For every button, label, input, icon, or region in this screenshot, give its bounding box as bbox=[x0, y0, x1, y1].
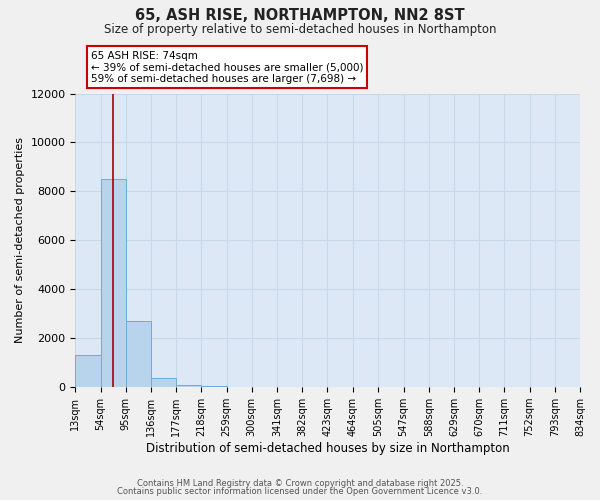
Text: Contains HM Land Registry data © Crown copyright and database right 2025.: Contains HM Land Registry data © Crown c… bbox=[137, 478, 463, 488]
Bar bbox=[101, 179, 126, 387]
Bar bbox=[151, 378, 176, 387]
Text: Contains public sector information licensed under the Open Government Licence v3: Contains public sector information licen… bbox=[118, 487, 482, 496]
Bar bbox=[202, 386, 227, 387]
Text: 65 ASH RISE: 74sqm
← 39% of semi-detached houses are smaller (5,000)
59% of semi: 65 ASH RISE: 74sqm ← 39% of semi-detache… bbox=[91, 50, 363, 84]
Bar bbox=[76, 356, 101, 387]
Bar bbox=[126, 321, 151, 387]
X-axis label: Distribution of semi-detached houses by size in Northampton: Distribution of semi-detached houses by … bbox=[146, 442, 509, 455]
Bar bbox=[176, 385, 202, 387]
Y-axis label: Number of semi-detached properties: Number of semi-detached properties bbox=[15, 138, 25, 344]
Text: 65, ASH RISE, NORTHAMPTON, NN2 8ST: 65, ASH RISE, NORTHAMPTON, NN2 8ST bbox=[135, 8, 465, 22]
Text: Size of property relative to semi-detached houses in Northampton: Size of property relative to semi-detach… bbox=[104, 22, 496, 36]
